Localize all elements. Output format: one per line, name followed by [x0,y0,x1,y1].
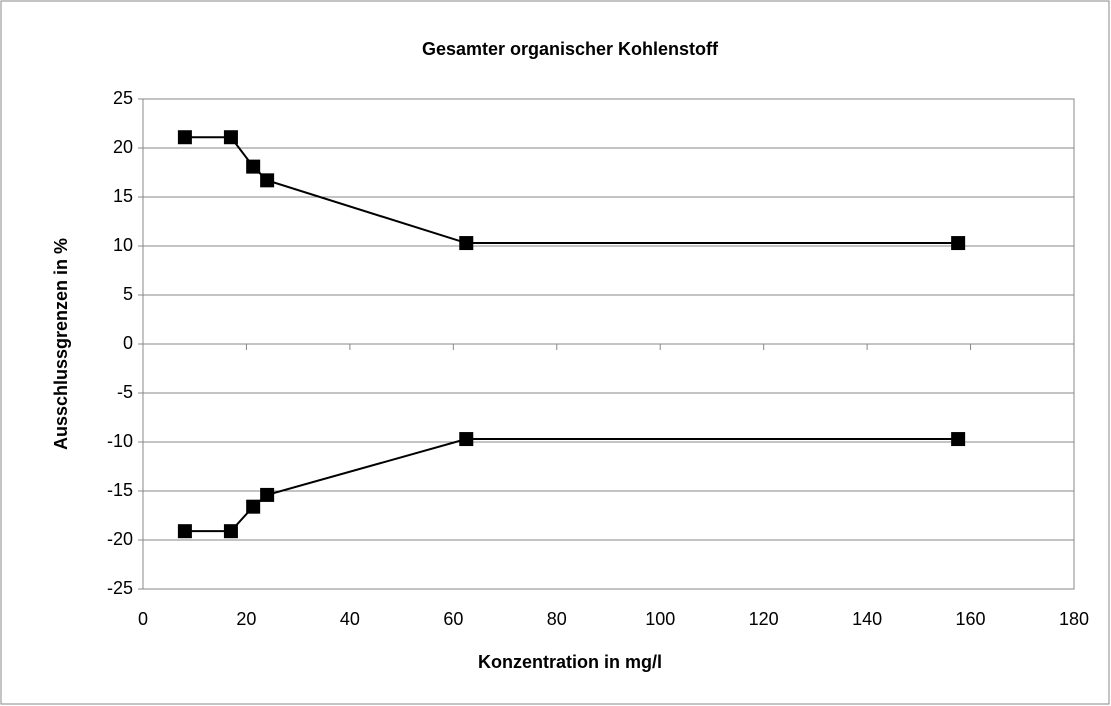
x-tick-label: 20 [236,609,256,629]
y-tick-label: 5 [123,284,133,304]
x-tick-label: 40 [340,609,360,629]
chart-title: Gesamter organischer Kohlenstoff [422,39,719,59]
x-tick-label: 160 [956,609,986,629]
y-tick-label: -15 [107,480,133,500]
marker [246,159,261,174]
x-tick-label: 100 [645,609,675,629]
y-tick-label: -20 [107,529,133,549]
y-axis-label: Ausschlussgrenzen in % [51,238,71,450]
x-tick-label: 60 [443,609,463,629]
y-tick-label: 0 [123,333,133,353]
marker [223,130,238,145]
y-tick-label: 20 [113,137,133,157]
marker [951,236,966,251]
marker [246,499,261,514]
marker [223,524,238,539]
x-tick-label: 0 [138,609,148,629]
marker [177,130,192,145]
marker [951,432,966,447]
x-tick-label: 120 [749,609,779,629]
marker [459,236,474,251]
marker [260,487,275,502]
y-tick-label: -5 [117,382,133,402]
y-tick-label: -10 [107,431,133,451]
y-tick-label: 15 [113,186,133,206]
marker [177,524,192,539]
x-tick-label: 180 [1059,609,1089,629]
y-tick-label: 10 [113,235,133,255]
x-tick-label: 140 [852,609,882,629]
marker [260,173,275,188]
x-axis-label: Konzentration in mg/l [478,652,662,672]
y-tick-label: -25 [107,578,133,598]
x-tick-label: 80 [547,609,567,629]
y-tick-label: 25 [113,88,133,108]
marker [459,432,474,447]
